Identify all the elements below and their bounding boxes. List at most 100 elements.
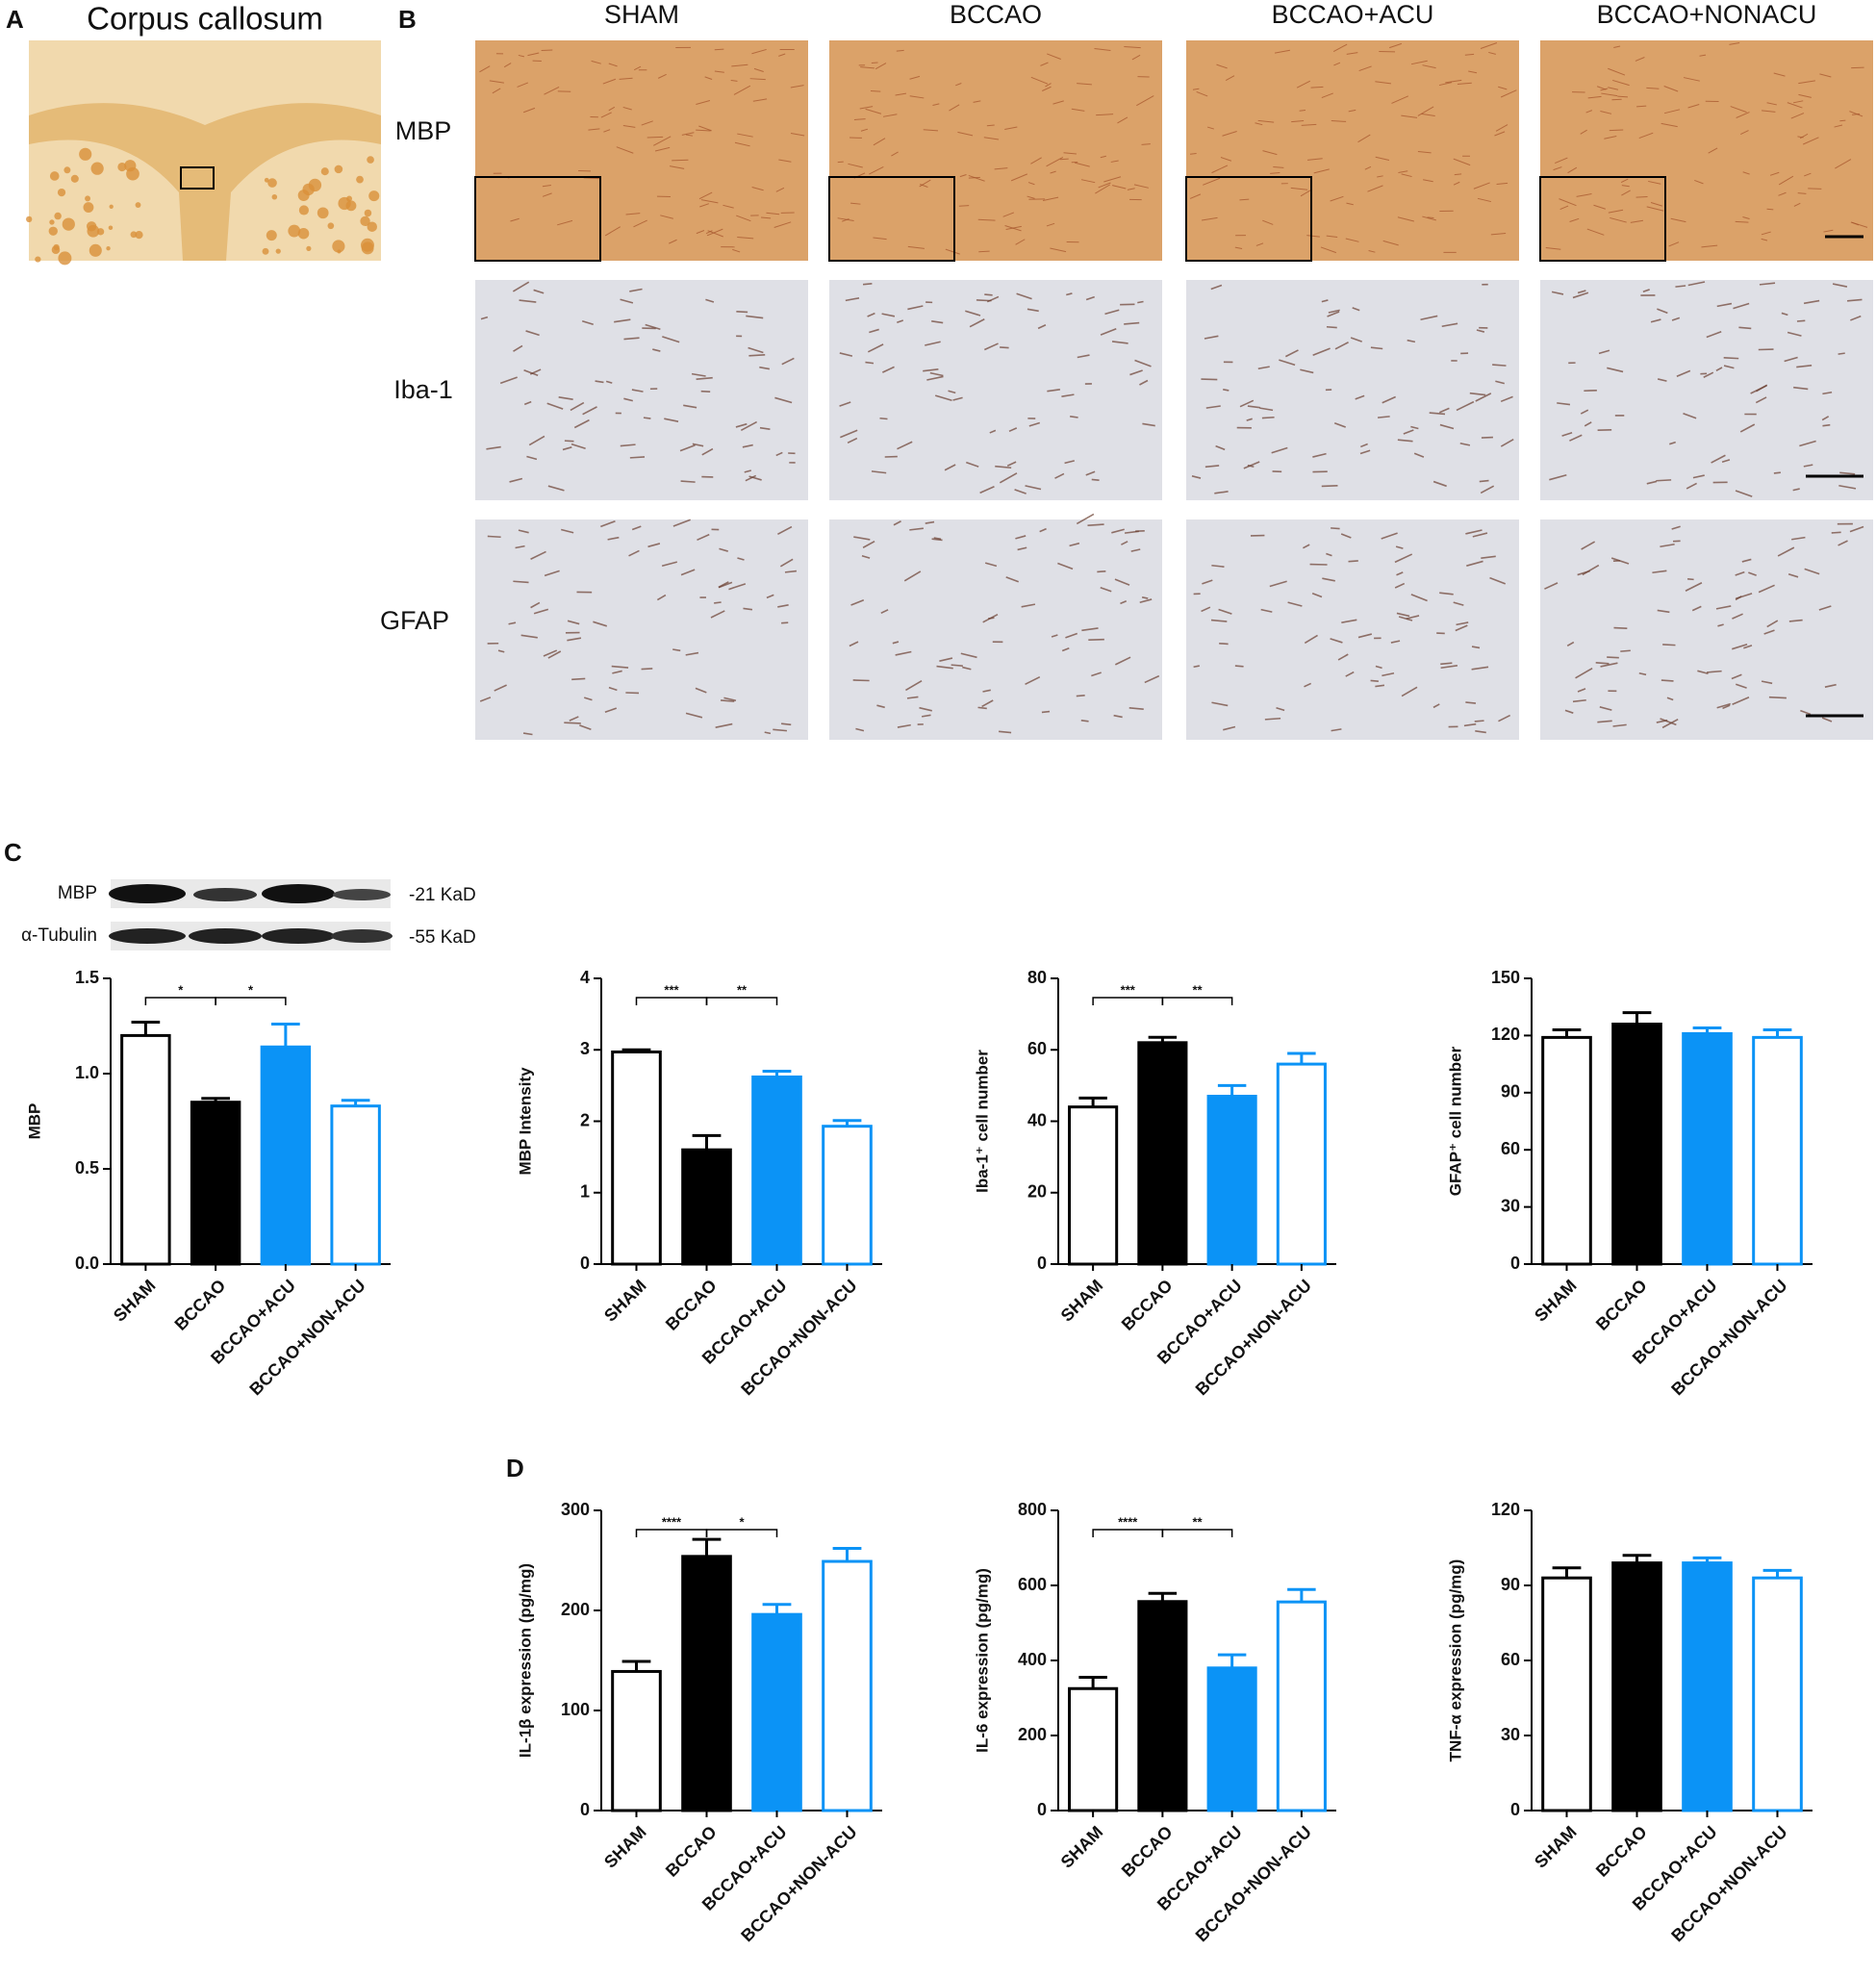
micrograph — [829, 519, 1162, 740]
texture — [1657, 378, 1667, 382]
y-tick-label: 150 — [1491, 968, 1520, 987]
texture — [705, 230, 713, 235]
texture — [766, 212, 780, 215]
texture — [266, 230, 277, 241]
texture — [983, 342, 999, 351]
texture — [1773, 471, 1781, 474]
texture — [1480, 485, 1495, 494]
texture — [986, 295, 1000, 303]
texture — [1477, 197, 1491, 203]
texture — [1793, 202, 1801, 207]
texture — [895, 92, 907, 96]
texture — [332, 240, 345, 253]
blot-size: -21 KaD — [409, 885, 476, 905]
texture — [1110, 160, 1119, 163]
texture — [1144, 674, 1160, 684]
error-bar — [692, 1133, 722, 1151]
texture — [1784, 356, 1798, 363]
texture — [853, 536, 871, 541]
texture — [948, 390, 956, 394]
texture — [1218, 608, 1232, 615]
texture — [262, 247, 269, 255]
error-bar — [762, 1603, 792, 1615]
texture — [751, 187, 764, 191]
x-tick-label: BCCAO+NON-ACU — [1192, 1822, 1315, 1945]
texture — [1781, 312, 1788, 317]
texture — [962, 666, 972, 671]
significance-label: * — [248, 982, 254, 997]
bar-chart: 0 20 40 60 80 Iba-1⁺ cell number SHAM BCCAO BCCA… — [973, 968, 1336, 1399]
texture — [1040, 62, 1049, 66]
texture — [957, 131, 974, 137]
texture — [1382, 240, 1399, 246]
texture — [1398, 616, 1413, 621]
texture — [1225, 75, 1235, 81]
y-tick-label: 300 — [561, 1500, 590, 1519]
column-header: BCCAO — [950, 0, 1042, 29]
texture — [1008, 427, 1018, 433]
texture — [1327, 311, 1340, 317]
micrograph — [475, 280, 808, 500]
texture — [1333, 421, 1346, 428]
bar — [611, 1050, 662, 1266]
texture — [1464, 53, 1475, 56]
texture — [1080, 720, 1089, 722]
texture — [518, 529, 529, 534]
texture — [1569, 434, 1583, 442]
texture — [1273, 166, 1284, 168]
texture — [881, 313, 896, 317]
texture — [748, 353, 766, 357]
texture — [978, 250, 990, 253]
significance-label: **** — [662, 1514, 682, 1529]
texture — [984, 562, 998, 568]
significance-label: *** — [664, 982, 679, 997]
texture — [1685, 582, 1703, 592]
texture — [546, 402, 564, 410]
texture — [1117, 116, 1128, 124]
texture — [605, 380, 613, 384]
texture — [1074, 162, 1090, 167]
texture — [530, 601, 541, 609]
texture — [1500, 395, 1513, 403]
texture — [63, 166, 71, 174]
texture — [1797, 192, 1807, 194]
texture — [533, 608, 549, 615]
texture — [543, 649, 558, 657]
texture — [1711, 454, 1726, 464]
texture — [1597, 720, 1612, 723]
bar — [1206, 1666, 1257, 1812]
texture — [679, 444, 696, 452]
x-tick-label: BCCAO — [1118, 1822, 1177, 1881]
texture — [1097, 570, 1106, 573]
texture — [346, 195, 353, 202]
texture — [1466, 560, 1483, 567]
y-tick-label: 0 — [580, 1254, 590, 1273]
texture — [1304, 634, 1318, 645]
texture — [1136, 95, 1154, 107]
texture — [1847, 298, 1863, 302]
texture — [1201, 216, 1218, 221]
texture — [1473, 182, 1490, 190]
texture — [1463, 722, 1477, 727]
texture — [1202, 579, 1213, 585]
significance-bracket — [1161, 1529, 1233, 1537]
texture — [571, 677, 586, 681]
significance-bracket — [705, 1529, 778, 1537]
texture — [1617, 95, 1629, 98]
column-header: BCCAO+NONACU — [1597, 0, 1817, 29]
texture — [1368, 250, 1376, 253]
texture — [614, 318, 631, 323]
texture — [680, 569, 696, 576]
texture — [1465, 529, 1483, 535]
texture — [781, 357, 795, 366]
texture — [1114, 578, 1130, 586]
texture — [1257, 366, 1270, 370]
texture — [1050, 247, 1067, 253]
texture — [1006, 461, 1017, 467]
texture — [1210, 619, 1228, 622]
texture — [1621, 185, 1630, 188]
texture — [848, 163, 863, 168]
texture — [1340, 533, 1352, 539]
texture — [1577, 688, 1586, 693]
blot-label: MBP — [58, 883, 97, 903]
